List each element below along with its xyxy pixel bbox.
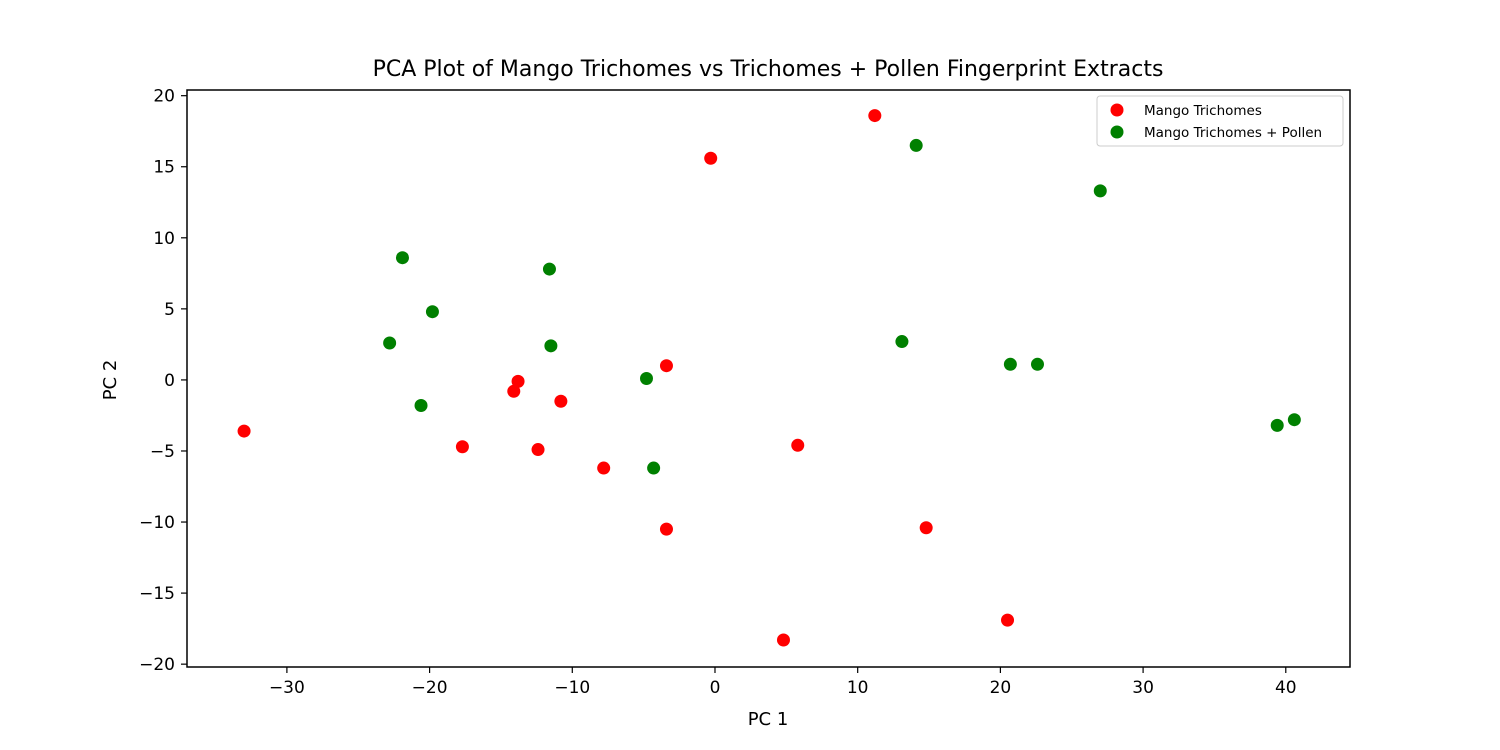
scatter-point-trichomes-pollen xyxy=(1003,357,1017,371)
y-tick-label: −15 xyxy=(139,584,175,604)
scatter-point-trichomes-pollen xyxy=(909,138,923,152)
plot-frame xyxy=(186,89,1351,668)
scatter-point-trichomes xyxy=(791,438,805,452)
scatter-point-trichomes-pollen xyxy=(383,336,397,350)
y-tick-label: 10 xyxy=(153,229,175,249)
scatter-point-trichomes xyxy=(507,384,521,398)
data-points xyxy=(237,109,1301,647)
scatter-point-trichomes xyxy=(659,522,673,536)
scatter-point-trichomes xyxy=(597,461,611,475)
y-tick-label: 5 xyxy=(164,300,175,320)
scatter-point-trichomes-pollen xyxy=(1030,357,1044,371)
y-tick-label: −10 xyxy=(139,513,175,533)
scatter-point-trichomes-pollen xyxy=(544,339,558,353)
scatter-point-trichomes-pollen xyxy=(425,305,439,319)
chart-title: PCA Plot of Mango Trichomes vs Trichomes… xyxy=(373,57,1164,82)
y-axis-label: PC 2 xyxy=(100,360,121,401)
legend-marker xyxy=(1110,125,1124,139)
scatter-point-trichomes xyxy=(868,109,882,123)
scatter-point-trichomes-pollen xyxy=(647,461,661,475)
y-tick-label: −20 xyxy=(139,655,175,675)
scatter-point-trichomes xyxy=(511,374,525,388)
legend-box xyxy=(1096,95,1344,147)
y-tick-label: 20 xyxy=(153,87,175,107)
scatter-point-trichomes-pollen xyxy=(395,251,409,265)
scatter-point-trichomes xyxy=(704,151,718,165)
y-tick-label: 15 xyxy=(153,158,175,178)
x-tick-label: 30 xyxy=(1132,678,1154,698)
scatter-point-trichomes xyxy=(455,440,469,454)
scatter-point-trichomes-pollen xyxy=(1270,418,1284,432)
legend-marker xyxy=(1110,103,1124,117)
axes: −30 −20 −10 0 10 20 30 40 −20 −15 −10 −5 0 5 10 15 20 xyxy=(139,87,1351,698)
scatter-point-trichomes xyxy=(1001,613,1015,627)
y-tick-label: −5 xyxy=(150,442,175,462)
legend-label: Mango Trichomes + Pollen xyxy=(1144,125,1322,141)
scatter-point-trichomes xyxy=(776,633,790,647)
scatter-point-trichomes-pollen xyxy=(414,399,428,413)
x-tick-label: 0 xyxy=(710,678,721,698)
scatter-point-trichomes xyxy=(659,359,673,373)
x-tick-label: 20 xyxy=(990,678,1012,698)
x-tick-label: −30 xyxy=(269,678,305,698)
y-tick-label: 0 xyxy=(164,371,175,391)
x-axis-label: PC 1 xyxy=(748,709,789,730)
scatter-point-trichomes xyxy=(554,394,568,408)
scatter-point-trichomes-pollen xyxy=(1287,413,1301,427)
scatter-point-trichomes-pollen xyxy=(1093,184,1107,198)
scatter-point-trichomes xyxy=(531,443,545,457)
scatter-point-trichomes-pollen xyxy=(895,335,909,349)
x-tick-label: 40 xyxy=(1275,678,1297,698)
scatter-point-trichomes xyxy=(237,424,251,438)
legend-label: Mango Trichomes xyxy=(1144,103,1262,119)
x-tick-label: −20 xyxy=(412,678,448,698)
x-tick-label: −10 xyxy=(554,678,590,698)
legend: Mango Trichomes Mango Trichomes + Pollen xyxy=(1096,95,1344,147)
scatter-point-trichomes xyxy=(919,521,933,535)
scatter-point-trichomes-pollen xyxy=(542,262,556,276)
x-tick-label: 10 xyxy=(847,678,869,698)
scatter-point-trichomes-pollen xyxy=(639,372,653,385)
